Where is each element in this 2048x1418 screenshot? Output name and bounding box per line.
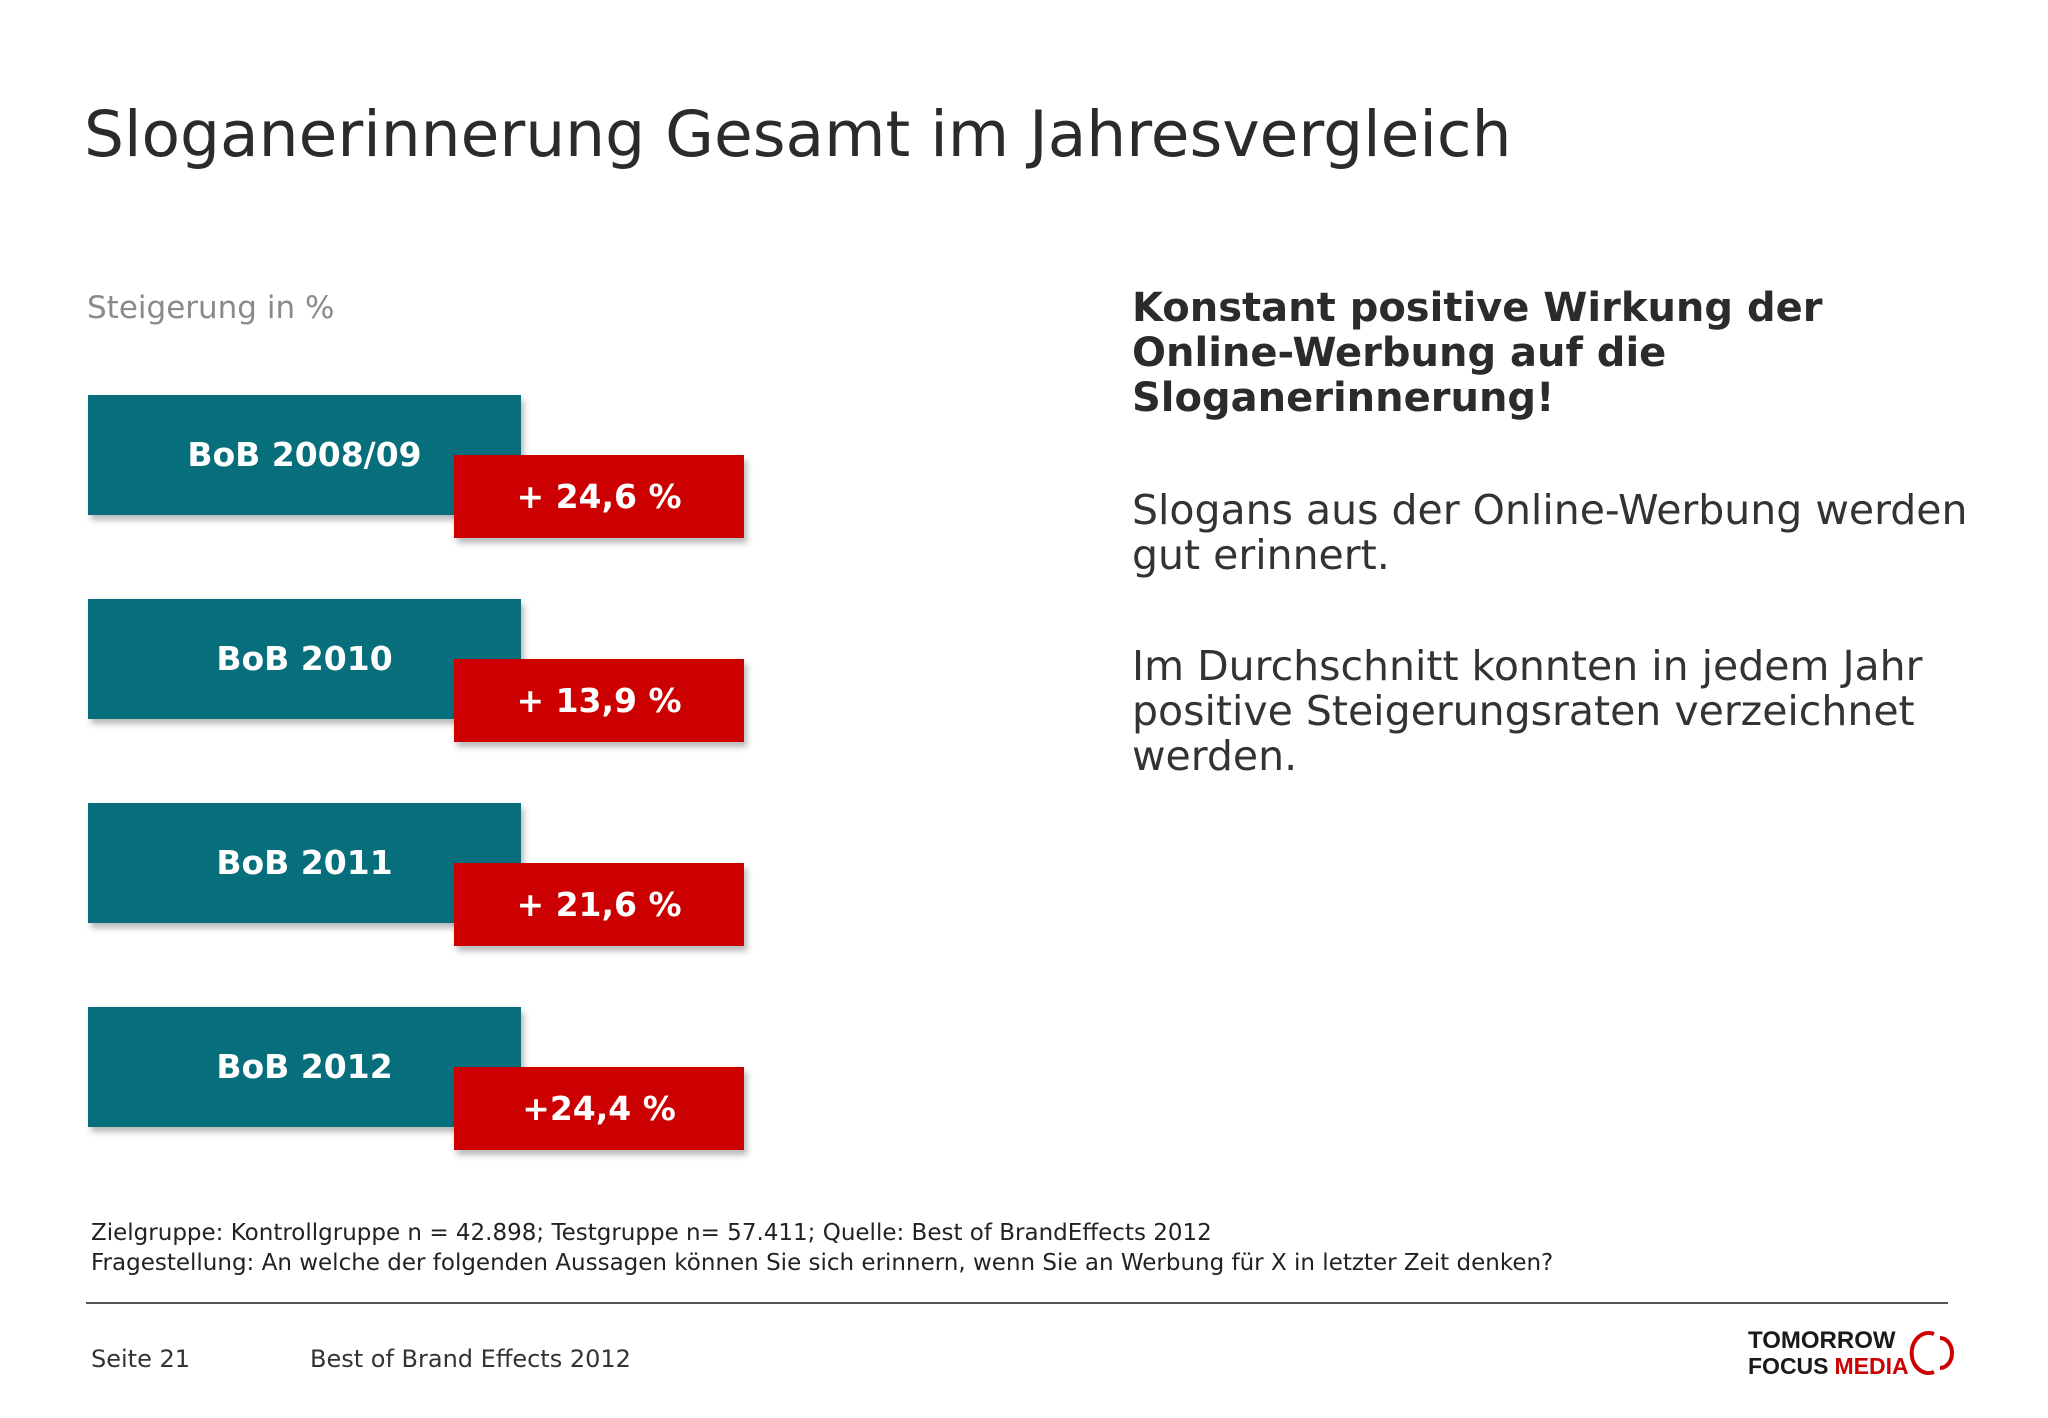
tomorrow-focus-media-logo: TOMORROW FOCUS MEDIA xyxy=(1748,1326,1958,1378)
year-box xyxy=(88,803,521,923)
chart-item-2010: BoB 2010 + 13,9 % xyxy=(88,599,748,824)
increase-label: + 24,6 % xyxy=(516,477,682,516)
chart-subtitle: Steigerung in % xyxy=(87,290,335,326)
increase-label: +24,4 % xyxy=(522,1089,676,1128)
year-label: BoB 2010 xyxy=(216,639,393,678)
year-box xyxy=(88,1007,521,1127)
footer-divider xyxy=(86,1302,1948,1304)
increase-box: + 13,9 % xyxy=(454,659,744,742)
year-label: BoB 2008/09 xyxy=(187,435,422,474)
increase-label: + 13,9 % xyxy=(516,681,682,720)
key-message-headline: Konstant positive Wirkung der Online-Wer… xyxy=(1132,285,1823,421)
year-label: BoB 2012 xyxy=(216,1047,393,1086)
footnote-question: Fragestellung: An welche der folgenden A… xyxy=(91,1250,1554,1276)
chart-item-2012: BoB 2012 +24,4 % xyxy=(88,1007,748,1232)
logo-text-focus-word: FOCUS xyxy=(1748,1353,1829,1378)
logo-arc-icon xyxy=(1909,1331,1935,1375)
increase-box: +24,4 % xyxy=(454,1067,744,1150)
logo-text-media-word: MEDIA xyxy=(1835,1353,1909,1378)
year-box xyxy=(88,599,521,719)
logo-graphic: TOMORROW FOCUS MEDIA xyxy=(1748,1327,1954,1378)
key-message-paragraph: Slogans aus der Online-Werbung werden gu… xyxy=(1132,486,1968,579)
year-box xyxy=(88,395,521,515)
page-number: Seite 21 xyxy=(91,1345,191,1373)
footnote-sample: Zielgruppe: Kontrollgruppe n = 42.898; T… xyxy=(91,1220,1212,1246)
logo-text-focus: FOCUS MEDIA xyxy=(1748,1353,1909,1378)
chart-item-2008-09: BoB 2008/09 + 24,6 % xyxy=(88,395,748,620)
increase-box: + 24,6 % xyxy=(454,455,744,538)
chart-item-2011: BoB 2011 + 21,6 % xyxy=(88,803,748,1028)
logo-arc-inner-icon xyxy=(1939,1336,1954,1370)
increase-label: + 21,6 % xyxy=(516,885,682,924)
slide-title: Sloganerinnerung Gesamt im Jahresverglei… xyxy=(84,98,1512,171)
year-label: BoB 2011 xyxy=(216,843,393,882)
key-message-paragraph: Im Durchschnitt konnten in jedem Jahr po… xyxy=(1132,642,1923,780)
logo-text-tomorrow: TOMORROW xyxy=(1748,1327,1896,1354)
increase-box: + 21,6 % xyxy=(454,863,744,946)
footer-title: Best of Brand Effects 2012 xyxy=(310,1345,631,1373)
